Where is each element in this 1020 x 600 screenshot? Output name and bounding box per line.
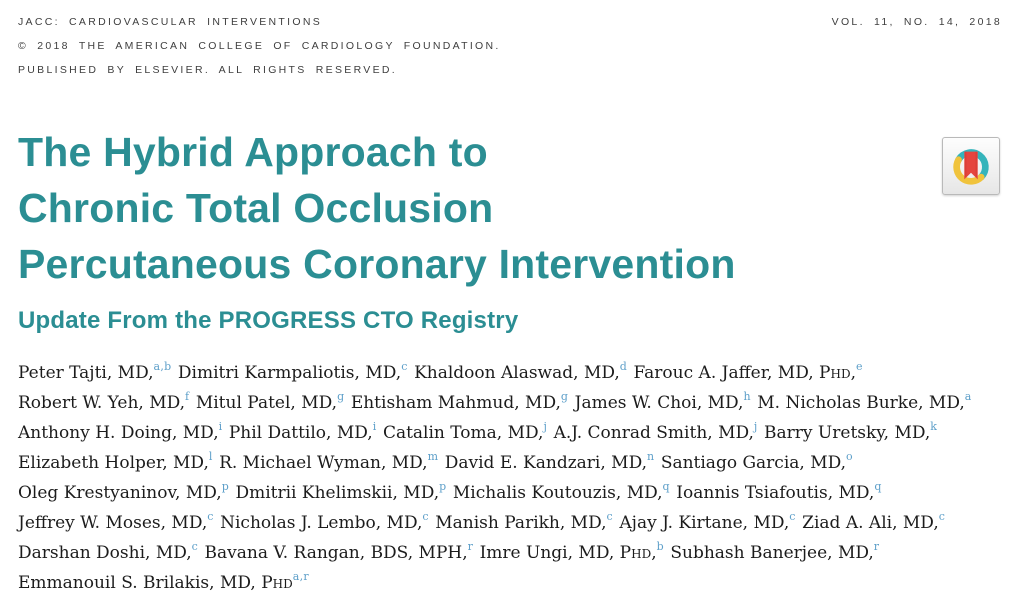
affiliation-superscript: d <box>619 360 628 374</box>
affiliation-superscript: a,r <box>292 570 309 584</box>
affiliation-superscript: q <box>662 480 670 494</box>
affiliation-superscript: c <box>606 510 613 524</box>
author-name: Dimitri Karmpaliotis, MD,c <box>177 360 408 383</box>
author-line: Robert W. Yeh, MD,f Mitul Patel, MD,g Eh… <box>18 388 1010 418</box>
author-name: Farouc A. Jaffer, MD, Phd,e <box>633 360 863 383</box>
affiliation-superscript: f <box>185 390 190 404</box>
author-name: Santiago Garcia, MD,o <box>660 450 853 473</box>
author-name: David E. Kandzari, MD,n <box>444 450 655 473</box>
author-name: Manish Parikh, MD,c <box>435 510 613 533</box>
degree-smallcaps: hd <box>631 543 652 563</box>
author-name: R. Michael Wyman, MD,m <box>219 450 439 473</box>
author-name: Nicholas J. Lembo, MD,c <box>220 510 429 533</box>
affiliation-superscript: n <box>647 450 655 464</box>
journal-club-bookmark-icon <box>948 143 994 189</box>
article-title-line: Percutaneous Coronary Intervention <box>18 241 736 287</box>
affiliation-superscript: i <box>372 420 377 434</box>
article-subtitle: Update From the PROGRESS CTO Registry <box>18 307 519 334</box>
author-name: Darshan Doshi, MD,c <box>18 540 199 563</box>
affiliation-superscript: c <box>207 510 214 524</box>
affiliation-superscript: c <box>938 510 946 524</box>
author-name: Anthony H. Doing, MD,i <box>18 420 223 443</box>
article-title-line: Chronic Total Occlusion <box>18 185 494 231</box>
author-name: Khaldoon Alaswad, MD,d <box>414 360 628 383</box>
journal-club-bookmark-button[interactable] <box>942 137 1000 195</box>
author-name: Emmanouil S. Brilakis, MD, Phda,r <box>18 570 309 593</box>
affiliation-superscript: i <box>218 420 223 434</box>
journal-masthead: JACC: CARDIOVASCULAR INTERVENTIONS © 201… <box>18 10 1002 82</box>
author-name: Oleg Krestyaninov, MD,p <box>18 480 230 503</box>
author-name: Ehtisham Mahmud, MD,g <box>350 390 569 413</box>
journal-rights: PUBLISHED BY ELSEVIER. ALL RIGHTS RESERV… <box>18 64 397 76</box>
author-name: Jeffrey W. Moses, MD,c <box>18 510 214 533</box>
author-list: Peter Tajti, MD,a,b Dimitri Karmpaliotis… <box>18 358 1010 598</box>
author-name: Subhash Banerjee, MD,r <box>670 540 880 563</box>
article-title: The Hybrid Approach to Chronic Total Occ… <box>18 124 736 292</box>
affiliation-superscript: a <box>964 390 972 404</box>
author-name: Ajay J. Kirtane, MD,c <box>619 510 796 533</box>
affiliation-superscript: j <box>753 420 758 434</box>
affiliation-superscript: e <box>855 360 863 374</box>
author-line: Oleg Krestyaninov, MD,p Dmitrii Khelimsk… <box>18 478 1010 508</box>
author-name: Dmitrii Khelimskii, MD,p <box>235 480 447 503</box>
journal-copyright: © 2018 THE AMERICAN COLLEGE OF CARDIOLOG… <box>18 40 501 52</box>
author-name: Imre Ungi, MD, Phd,b <box>479 540 664 563</box>
degree-smallcaps: hd <box>830 363 851 383</box>
author-name: Michalis Koutouzis, MD,q <box>452 480 670 503</box>
author-name: James W. Choi, MD,h <box>574 390 751 413</box>
author-name: Ziad A. Ali, MD,c <box>802 510 946 533</box>
author-name: Peter Tajti, MD,a,b <box>18 360 172 383</box>
affiliation-superscript: k <box>930 420 938 434</box>
affiliation-superscript: r <box>467 540 474 554</box>
affiliation-superscript: h <box>743 390 751 404</box>
journal-volume-issue: VOL. 11, NO. 14, 2018 <box>831 16 1002 28</box>
author-line: Anthony H. Doing, MD,i Phil Dattilo, MD,… <box>18 418 1010 448</box>
affiliation-superscript: m <box>427 450 439 464</box>
affiliation-superscript: c <box>191 540 199 554</box>
author-name: A.J. Conrad Smith, MD,j <box>553 420 758 443</box>
affiliation-superscript: r <box>873 540 880 554</box>
article-title-line: The Hybrid Approach to <box>18 129 488 175</box>
affiliation-superscript: a,b <box>153 360 172 374</box>
author-name: Bavana V. Rangan, BDS, MPH,r <box>204 540 474 563</box>
author-name: Catalin Toma, MD,j <box>382 420 548 443</box>
affiliation-superscript: p <box>439 480 447 494</box>
affiliation-superscript: b <box>656 540 664 554</box>
author-name: Elizabeth Holper, MD,l <box>18 450 213 473</box>
affiliation-superscript: j <box>543 420 548 434</box>
author-line: Elizabeth Holper, MD,l R. Michael Wyman,… <box>18 448 1010 478</box>
author-line: Emmanouil S. Brilakis, MD, Phda,r <box>18 568 1010 598</box>
affiliation-superscript: l <box>208 450 213 464</box>
journal-name: JACC: CARDIOVASCULAR INTERVENTIONS <box>18 16 323 28</box>
author-name: Ioannis Tsiafoutis, MD,q <box>676 480 882 503</box>
author-name: Robert W. Yeh, MD,f <box>18 390 190 413</box>
affiliation-superscript: c <box>401 360 408 374</box>
affiliation-superscript: g <box>560 390 569 404</box>
author-name: Barry Uretsky, MD,k <box>764 420 938 443</box>
author-name: Phil Dattilo, MD,i <box>228 420 377 443</box>
author-line: Peter Tajti, MD,a,b Dimitri Karmpaliotis… <box>18 358 1010 388</box>
author-name: Mitul Patel, MD,g <box>195 390 345 413</box>
author-line: Jeffrey W. Moses, MD,c Nicholas J. Lembo… <box>18 508 1010 538</box>
affiliation-superscript: c <box>789 510 796 524</box>
affiliation-superscript: o <box>846 450 853 464</box>
affiliation-superscript: c <box>422 510 429 524</box>
affiliation-superscript: q <box>874 480 882 494</box>
author-line: Darshan Doshi, MD,c Bavana V. Rangan, BD… <box>18 538 1010 568</box>
affiliation-superscript: g <box>337 390 345 404</box>
affiliation-superscript: p <box>221 480 230 494</box>
degree-smallcaps: hd <box>272 573 293 593</box>
author-name: M. Nicholas Burke, MD,a <box>757 390 972 413</box>
